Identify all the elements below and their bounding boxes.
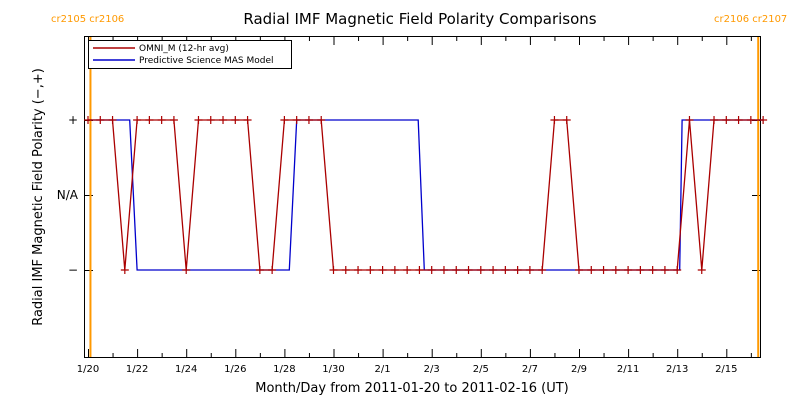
data-point — [243, 116, 252, 124]
x-tick-label: 1/26 — [224, 364, 246, 375]
data-point — [697, 266, 706, 274]
data-point — [648, 266, 657, 274]
legend-label-omni: OMNI_M (12-hr avg) — [139, 44, 229, 54]
data-point — [157, 116, 166, 124]
data-point — [513, 266, 522, 274]
data-point — [464, 266, 473, 274]
y-tick-label: − — [68, 263, 78, 277]
data-point — [182, 266, 191, 274]
data-point — [734, 116, 743, 124]
series-mas — [88, 119, 764, 271]
x-tick-label: 2/13 — [666, 364, 688, 375]
data-point — [746, 116, 755, 124]
y-tick-label: N/A — [57, 188, 79, 202]
data-point — [439, 266, 448, 274]
data-point — [390, 266, 399, 274]
x-tick-label: 1/20 — [77, 364, 99, 375]
data-point — [108, 116, 117, 124]
data-point — [452, 266, 461, 274]
data-point — [280, 116, 289, 124]
series-line — [88, 119, 764, 271]
data-point — [317, 116, 326, 124]
data-point — [624, 266, 633, 274]
x-tick-label: 2/3 — [424, 364, 440, 375]
data-point — [231, 116, 240, 124]
y-tick-label: + — [68, 113, 78, 127]
carrington-label-right: cr2106 cr2107 — [714, 14, 787, 25]
data-point — [636, 266, 645, 274]
data-point — [354, 266, 363, 274]
data-point — [685, 116, 694, 124]
legend-box — [88, 40, 292, 69]
x-tick-labels: 1/20 1/22 1/24 1/26 1/28 1/30 2/1 2/3 2/5 2/7 2/9 2… — [77, 364, 738, 375]
series-line — [88, 119, 764, 271]
data-point — [219, 116, 228, 124]
x-tick-label: 1/30 — [322, 364, 344, 375]
series-omni — [84, 116, 768, 274]
data-point — [169, 116, 178, 124]
data-point — [366, 266, 375, 274]
data-point — [476, 266, 485, 274]
data-point — [722, 116, 731, 124]
x-tick-label: 2/15 — [715, 364, 737, 375]
data-point — [562, 116, 571, 124]
x-tick-label: 2/5 — [473, 364, 489, 375]
data-point — [759, 116, 768, 124]
data-point — [599, 266, 608, 274]
series-layer — [84, 116, 768, 274]
legend: OMNI_M (12-hr avg) Predictive Science MA… — [88, 40, 292, 69]
carrington-label-left: cr2105 cr2106 — [51, 14, 124, 25]
data-point — [403, 266, 412, 274]
legend-label-mas: Predictive Science MAS Model — [139, 56, 274, 66]
data-point — [378, 266, 387, 274]
data-point — [96, 116, 105, 124]
x-tick-label: 2/7 — [522, 364, 538, 375]
chart-title: Radial IMF Magnetic Field Polarity Compa… — [243, 10, 596, 28]
carrington-rotation-markers — [89, 37, 760, 357]
data-point — [538, 266, 547, 274]
data-point — [489, 266, 498, 274]
data-point — [84, 116, 92, 124]
data-point — [587, 266, 596, 274]
data-point — [329, 266, 338, 274]
data-point — [427, 266, 436, 274]
plot-frame — [84, 36, 761, 358]
data-point — [710, 116, 719, 124]
data-point — [575, 266, 583, 274]
axis-ticks — [85, 37, 760, 357]
data-point — [145, 116, 154, 124]
data-point — [415, 266, 424, 274]
data-point — [255, 266, 264, 274]
data-point — [194, 116, 203, 124]
x-tick-label: 1/22 — [126, 364, 148, 375]
data-point — [292, 116, 301, 124]
data-point — [550, 116, 559, 124]
x-tick-label: 1/28 — [273, 364, 295, 375]
data-point — [304, 116, 313, 124]
data-point — [268, 266, 277, 274]
x-tick-label: 1/24 — [175, 364, 197, 375]
data-point — [120, 266, 129, 274]
data-point — [206, 116, 215, 124]
y-axis-label: Radial IMF Magnetic Field Polarity (−,+) — [31, 68, 46, 326]
data-point — [660, 266, 669, 274]
x-tick-label: 2/9 — [571, 364, 587, 375]
data-point — [525, 266, 534, 274]
data-point — [133, 116, 142, 124]
data-point — [501, 266, 510, 274]
data-point — [611, 266, 620, 274]
y-tick-labels: + N/A − — [57, 113, 79, 277]
x-tick-label: 2/1 — [375, 364, 391, 375]
data-point — [341, 266, 350, 274]
x-tick-label: 2/11 — [617, 364, 639, 375]
data-point — [673, 266, 682, 274]
x-axis-label: Month/Day from 2011-01-20 to 2011-02-16 … — [255, 381, 568, 396]
